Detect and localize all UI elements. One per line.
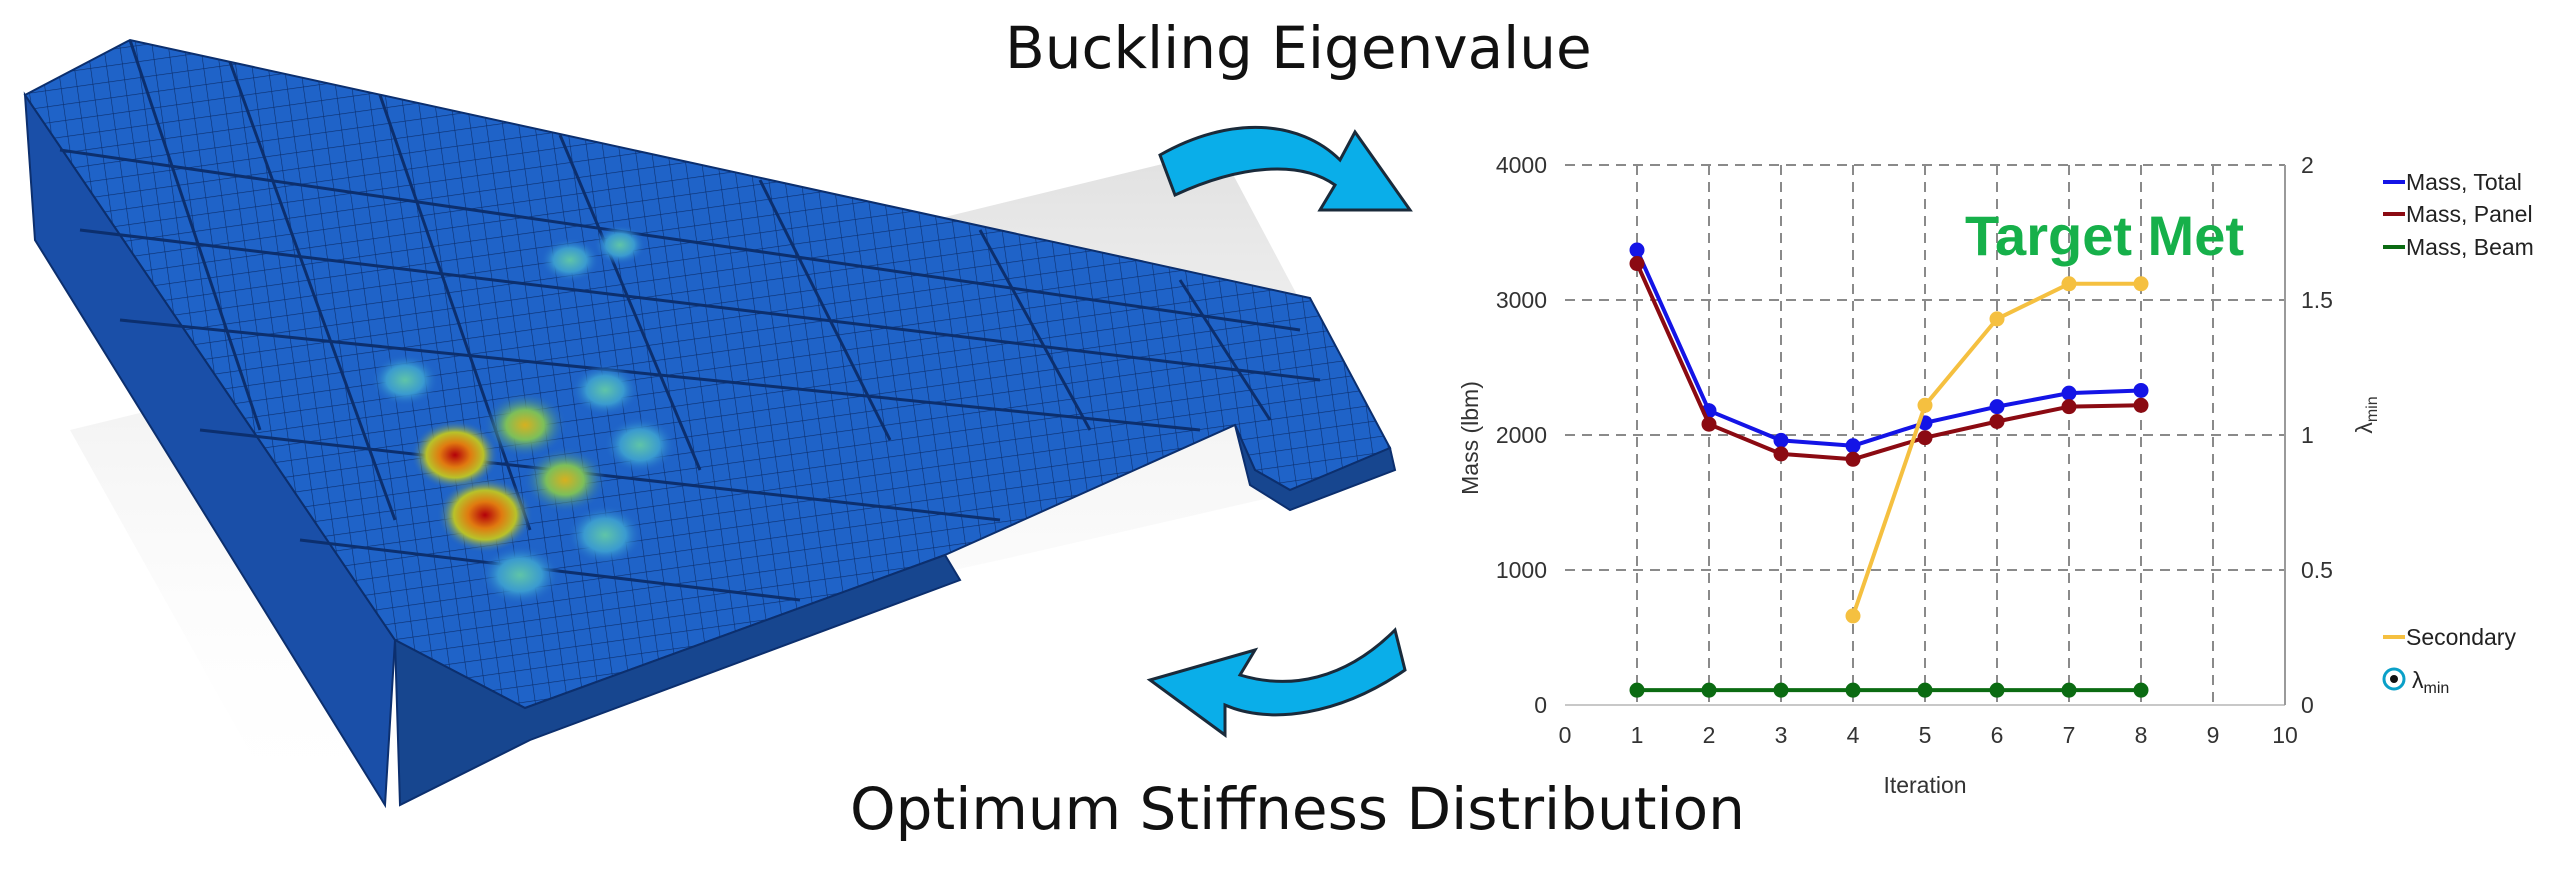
series-line-secondary	[1851, 281, 2141, 617]
x-tick-label: 3	[1775, 722, 1788, 748]
x-tick-label: 6	[1991, 722, 2004, 748]
y2-tick-label: 2	[2301, 152, 2314, 178]
data-point	[1917, 682, 1933, 698]
data-point	[1701, 416, 1717, 432]
data-point	[1701, 682, 1717, 698]
data-point	[1989, 682, 2005, 698]
data-point	[1989, 414, 2005, 429]
legend-marker-lambda-dot	[2390, 675, 2398, 683]
y-tick-label: 4000	[1496, 152, 1547, 178]
data-point	[1629, 256, 1645, 272]
data-point	[2061, 276, 2077, 292]
y-axis-label: Mass (lbm)	[1457, 381, 1483, 495]
series-line-mass-total	[1635, 249, 2142, 448]
x-tick-label: 9	[2207, 722, 2220, 748]
data-point	[2061, 399, 2077, 415]
data-point	[1917, 430, 1933, 446]
svg-text:λmin: λmin	[2351, 396, 2381, 433]
data-point	[2133, 276, 2149, 292]
chart-grid	[1565, 164, 2285, 705]
legend-label: Mass, Beam	[2406, 234, 2534, 260]
data-point	[1845, 608, 1861, 624]
data-point	[1629, 242, 1645, 258]
series-line-mass-panel	[1635, 262, 2142, 462]
data-point	[1773, 682, 1789, 698]
x-tick-label: 7	[2063, 722, 2076, 748]
x-tick-label: 8	[2135, 722, 2148, 748]
data-point	[1845, 682, 1861, 698]
data-point	[1845, 451, 1861, 467]
legend-label-lambda: λmin	[2412, 667, 2449, 697]
data-point	[1989, 399, 2005, 415]
x-tick-label: 5	[1919, 722, 1932, 748]
data-point	[1845, 438, 1861, 454]
legend-label: Secondary	[2406, 624, 2516, 650]
y-tick-label: 1000	[1496, 557, 1547, 583]
chart-axes	[1565, 165, 2286, 706]
y2-axis-label: λmin	[2351, 396, 2381, 433]
chart-legend: Mass, Total Mass, Panel Mass, Beam Secondar…	[2382, 169, 2534, 697]
y2-tick-label: 1.5	[2301, 287, 2333, 313]
data-point	[2133, 397, 2149, 413]
arrow-right-icon	[1158, 125, 1413, 212]
arrow-left-icon	[1146, 627, 1407, 738]
y2-tick-label: 1	[2301, 422, 2314, 448]
x-axis-label: Iteration	[1883, 772, 1966, 798]
data-point	[2133, 382, 2149, 398]
target-met-annotation: Target Met	[1965, 204, 2244, 267]
data-point	[2061, 682, 2077, 698]
caption-buckling-eigenvalue: Buckling Eigenvalue	[1005, 14, 1592, 82]
x-tick-label: 4	[1847, 722, 1860, 748]
data-point	[2133, 682, 2149, 698]
data-point	[1773, 432, 1789, 448]
legend-label: Mass, Panel	[2406, 201, 2533, 227]
x-tick-label: 2	[1703, 722, 1716, 748]
x-tick-label: 0	[1559, 722, 1572, 748]
y2-tick-label: 0	[2301, 692, 2314, 718]
y-tick-label: 2000	[1496, 422, 1547, 448]
y2-tick-label: 0.5	[2301, 557, 2333, 583]
y-tick-label: 0	[1534, 692, 1547, 718]
caption-optimum-stiffness: Optimum Stiffness Distribution	[850, 775, 1745, 843]
data-point	[1989, 311, 2005, 327]
data-point	[1773, 446, 1789, 462]
wing-model-image	[23, 38, 1397, 820]
chart-series	[1629, 242, 2149, 698]
data-point	[1917, 397, 1933, 413]
x-tick-label: 1	[1631, 722, 1644, 748]
x-tick-label: 10	[2272, 722, 2298, 748]
data-point	[1629, 682, 1645, 698]
y-tick-label: 3000	[1496, 287, 1547, 313]
legend-label: Mass, Total	[2406, 169, 2522, 195]
data-point	[2061, 385, 2077, 401]
